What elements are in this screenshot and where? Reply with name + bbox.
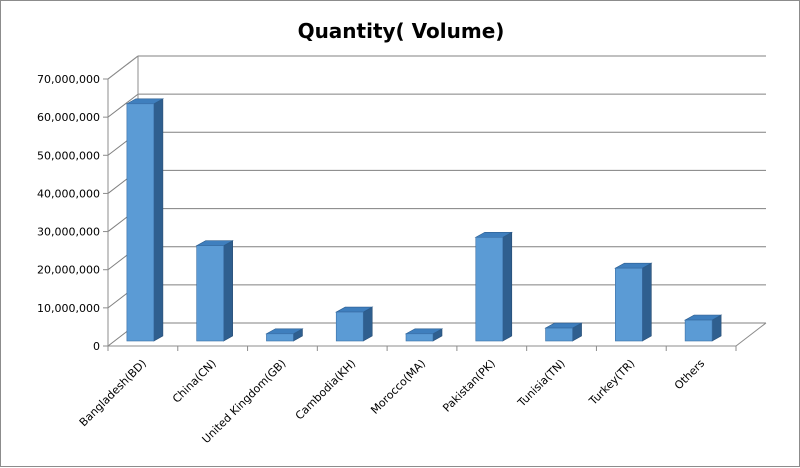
bar-front [545,327,573,342]
bar-front [615,267,643,342]
y-tick-label: 40,000,000 [37,187,100,200]
x-category-label: Tunisia(TN) [515,357,568,410]
bar-front [475,236,504,342]
y-tick-label: 10,000,000 [37,302,100,315]
bar-tunisia-tn [544,322,583,342]
bar-morocco-ma [404,328,444,342]
bar-front [196,245,224,342]
bar-front [684,319,713,342]
x-axis-category-labels: Bangladesh(BD) China(CN)United Kingdom(GB… [77,357,708,446]
y-tick-label: 60,000,000 [37,111,100,124]
bars [125,98,723,342]
bar-side [502,231,513,342]
y-tick-label: 0 [93,340,100,353]
x-category-label: Morocco(MA) [368,357,428,417]
bar-side [223,240,233,342]
x-category-label: Others [672,357,708,393]
bar-side [153,98,164,342]
bar-front [126,103,155,342]
x-category-label: Cambodia(KH) [293,357,359,423]
bar-turkey-tr [614,262,653,342]
bar-front [266,333,294,342]
bar-side [362,306,373,342]
x-category-label: China(CN) [170,357,219,406]
bar-others [683,314,723,342]
y-tick-label: 30,000,000 [37,226,100,239]
bar-pakistan-pk [474,231,513,342]
chart-title: Quantity( Volume) [298,19,505,43]
y-tick-label: 70,000,000 [37,73,100,86]
y-tick-label: 50,000,000 [37,149,100,162]
bar-china-cn [195,240,234,342]
bar-cambodia-kh [335,306,374,342]
bar-front [405,333,434,342]
x-category-label: Bangladesh(BD) [77,357,149,429]
bar-bangladesh-bd [125,98,165,342]
y-tick-label: 20,000,000 [37,264,100,277]
x-category-label: Pakistan(PK) [440,357,498,415]
bar-united-kingdom-gb [265,328,304,342]
y-axis-tick-labels: 0 10,000,000 20,000,000 30,000,000 40,000,00… [37,73,100,353]
gridline-diagonal [107,93,139,118]
x-category-label: Turkey(TR) [586,357,637,408]
bar-side [642,262,652,342]
gridlines [107,55,766,347]
bar-front [335,311,364,342]
